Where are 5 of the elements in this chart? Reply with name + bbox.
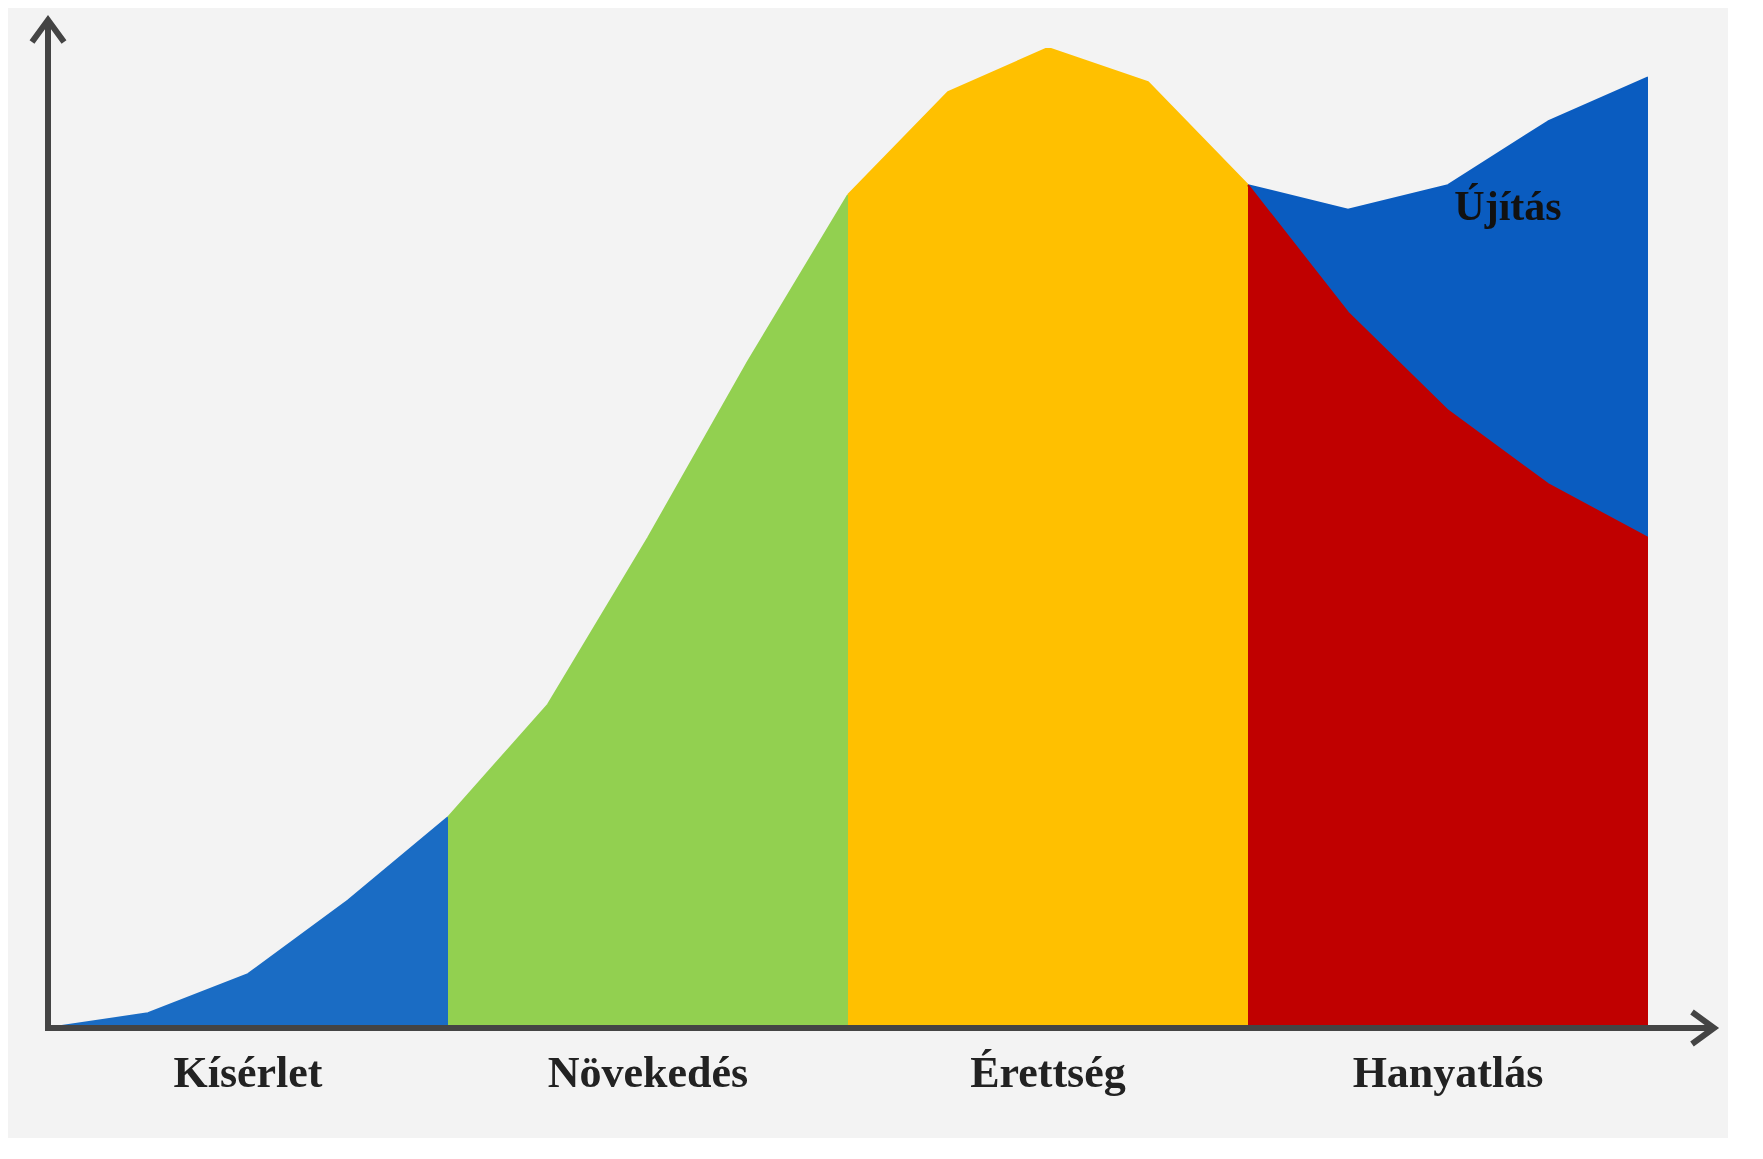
x-tick-label: Hanyatlás <box>1352 1048 1544 1098</box>
series-label: Újítás <box>1454 182 1562 229</box>
x-tick-label: Növekedés <box>547 1048 749 1098</box>
x-tick-label: Kísérlet <box>173 1048 323 1098</box>
x-tick-label: Érettség <box>970 1048 1126 1098</box>
